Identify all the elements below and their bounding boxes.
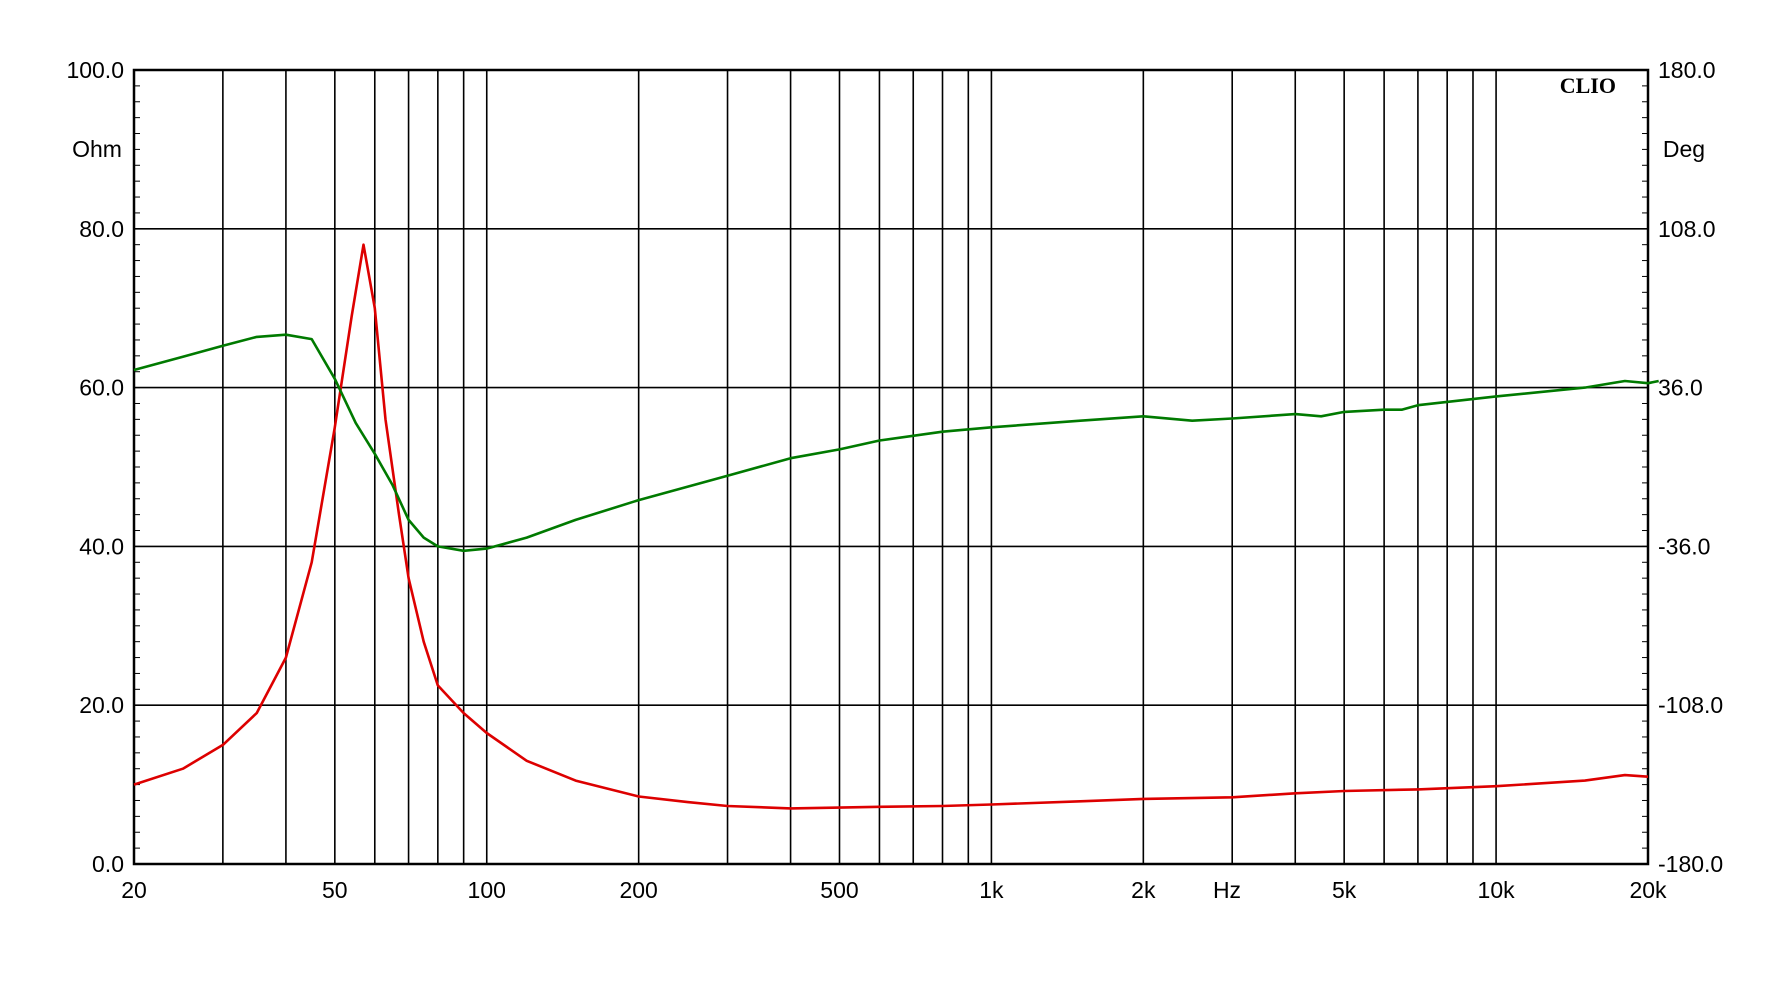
impedance-series-line xyxy=(133,243,1649,810)
y-right-tick-label: -108.0 xyxy=(1658,692,1723,718)
y-left-tick-label: 20.0 xyxy=(79,692,124,718)
y-left-tick-label: 0.0 xyxy=(92,851,124,877)
x-tick-label: 200 xyxy=(619,877,657,903)
x-tick-label: 2k xyxy=(1131,877,1156,903)
phase-series-line xyxy=(133,333,1659,553)
x-tick-label: 5k xyxy=(1332,877,1357,903)
y-left-tick-label: 40.0 xyxy=(79,533,124,559)
grid xyxy=(134,69,1648,865)
y-right-tick-label: -180.0 xyxy=(1658,851,1723,877)
axes: 20 50 100 200 500 1k 2k 5k 10k 20k 0.0 20.0 40.0 60.0… xyxy=(66,57,1723,903)
y-right-tick-label: 108.0 xyxy=(1658,216,1716,242)
y-right-tick-label: 36.0 xyxy=(1658,375,1703,401)
labels: Ohm Deg Hz CLIO xyxy=(72,73,1705,903)
x-tick-label: 10k xyxy=(1478,877,1516,903)
x-tick-label: 500 xyxy=(820,877,858,903)
y-left-tick-label: 60.0 xyxy=(79,375,124,401)
y-right-tick-label: 180.0 xyxy=(1658,57,1716,83)
y-left-unit-label: Ohm xyxy=(72,136,122,162)
y-right-unit-label: Deg xyxy=(1663,136,1705,162)
x-tick-label: 20 xyxy=(121,877,147,903)
brand-logo: CLIO xyxy=(1560,73,1616,98)
x-tick-label: 1k xyxy=(979,877,1004,903)
y-left-tick-label: 80.0 xyxy=(79,216,124,242)
plot-frame xyxy=(132,68,1650,866)
x-tick-label: 100 xyxy=(468,877,506,903)
x-unit-label: Hz xyxy=(1213,877,1241,903)
x-tick-label: 20k xyxy=(1629,877,1667,903)
y-left-tick-label: 100.0 xyxy=(66,57,124,83)
y-right-tick-label: -36.0 xyxy=(1658,533,1710,559)
series xyxy=(133,243,1659,810)
x-tick-label: 50 xyxy=(322,877,348,903)
